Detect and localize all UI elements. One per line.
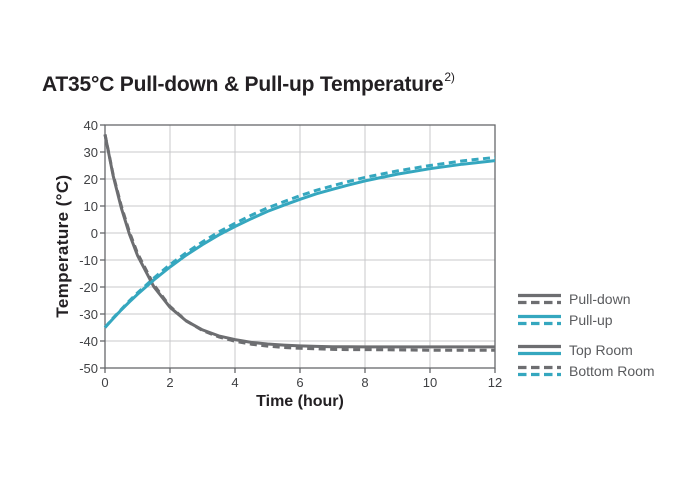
legend-label: Pull-down <box>569 290 631 307</box>
legend-item-bottom-room: Bottom Room <box>517 360 655 381</box>
gridlines <box>105 125 495 368</box>
y-tick-label: -50 <box>79 360 98 376</box>
y-tick-label: -30 <box>79 306 98 322</box>
legend-label: Pull-up <box>569 311 613 328</box>
x-tick-label: 0 <box>101 375 109 390</box>
plot-area <box>100 124 496 373</box>
x-tick-label: 10 <box>422 375 438 390</box>
y-tick-label: 40 <box>83 117 98 133</box>
title-footnote-marker: 2) <box>444 70 455 84</box>
x-tick-label: 8 <box>361 375 369 390</box>
y-tick-label: -20 <box>79 279 98 295</box>
legend: Pull-down Pull-up Top Room Bottom Room <box>517 288 655 381</box>
legend-item-pull-down: Pull-down <box>517 288 655 309</box>
x-tick-label: 12 <box>487 375 503 390</box>
series-pull-up-top-room <box>103 159 496 329</box>
legend-item-top-room: Top Room <box>517 339 655 360</box>
x-tick-label: 4 <box>231 375 239 390</box>
y-tick-label: -10 <box>79 252 98 268</box>
axis-tick-marks <box>100 124 496 373</box>
y-tick-label: -40 <box>79 333 98 349</box>
series-pull-down-top-room <box>103 134 495 349</box>
x-tick-label: 6 <box>296 375 304 390</box>
y-tick-label: 30 <box>83 144 98 160</box>
legend-swatch <box>518 365 561 376</box>
legend-swatch <box>518 293 561 304</box>
y-tick-label: 0 <box>90 225 98 241</box>
y-tick-label: 10 <box>83 198 98 214</box>
x-axis-title: Time (hour) <box>256 393 344 410</box>
y-tick-label: 20 <box>83 171 98 187</box>
chart-title: AT35°C Pull-down & Pull-up Temperature2) <box>42 70 455 97</box>
legend-item-pull-up: Pull-up <box>517 309 655 330</box>
series-pull-up-bottom-room <box>103 155 496 329</box>
legend-label: Top Room <box>569 341 633 358</box>
chart-title-text: AT35°C Pull-down & Pull-up Temperature <box>42 73 444 96</box>
legend-label: Bottom Room <box>569 362 655 379</box>
y-axis-title: Temperature (°C) <box>53 174 72 318</box>
legend-swatch <box>518 344 561 355</box>
legend-swatch <box>518 314 561 325</box>
x-tick-label: 2 <box>166 375 174 390</box>
